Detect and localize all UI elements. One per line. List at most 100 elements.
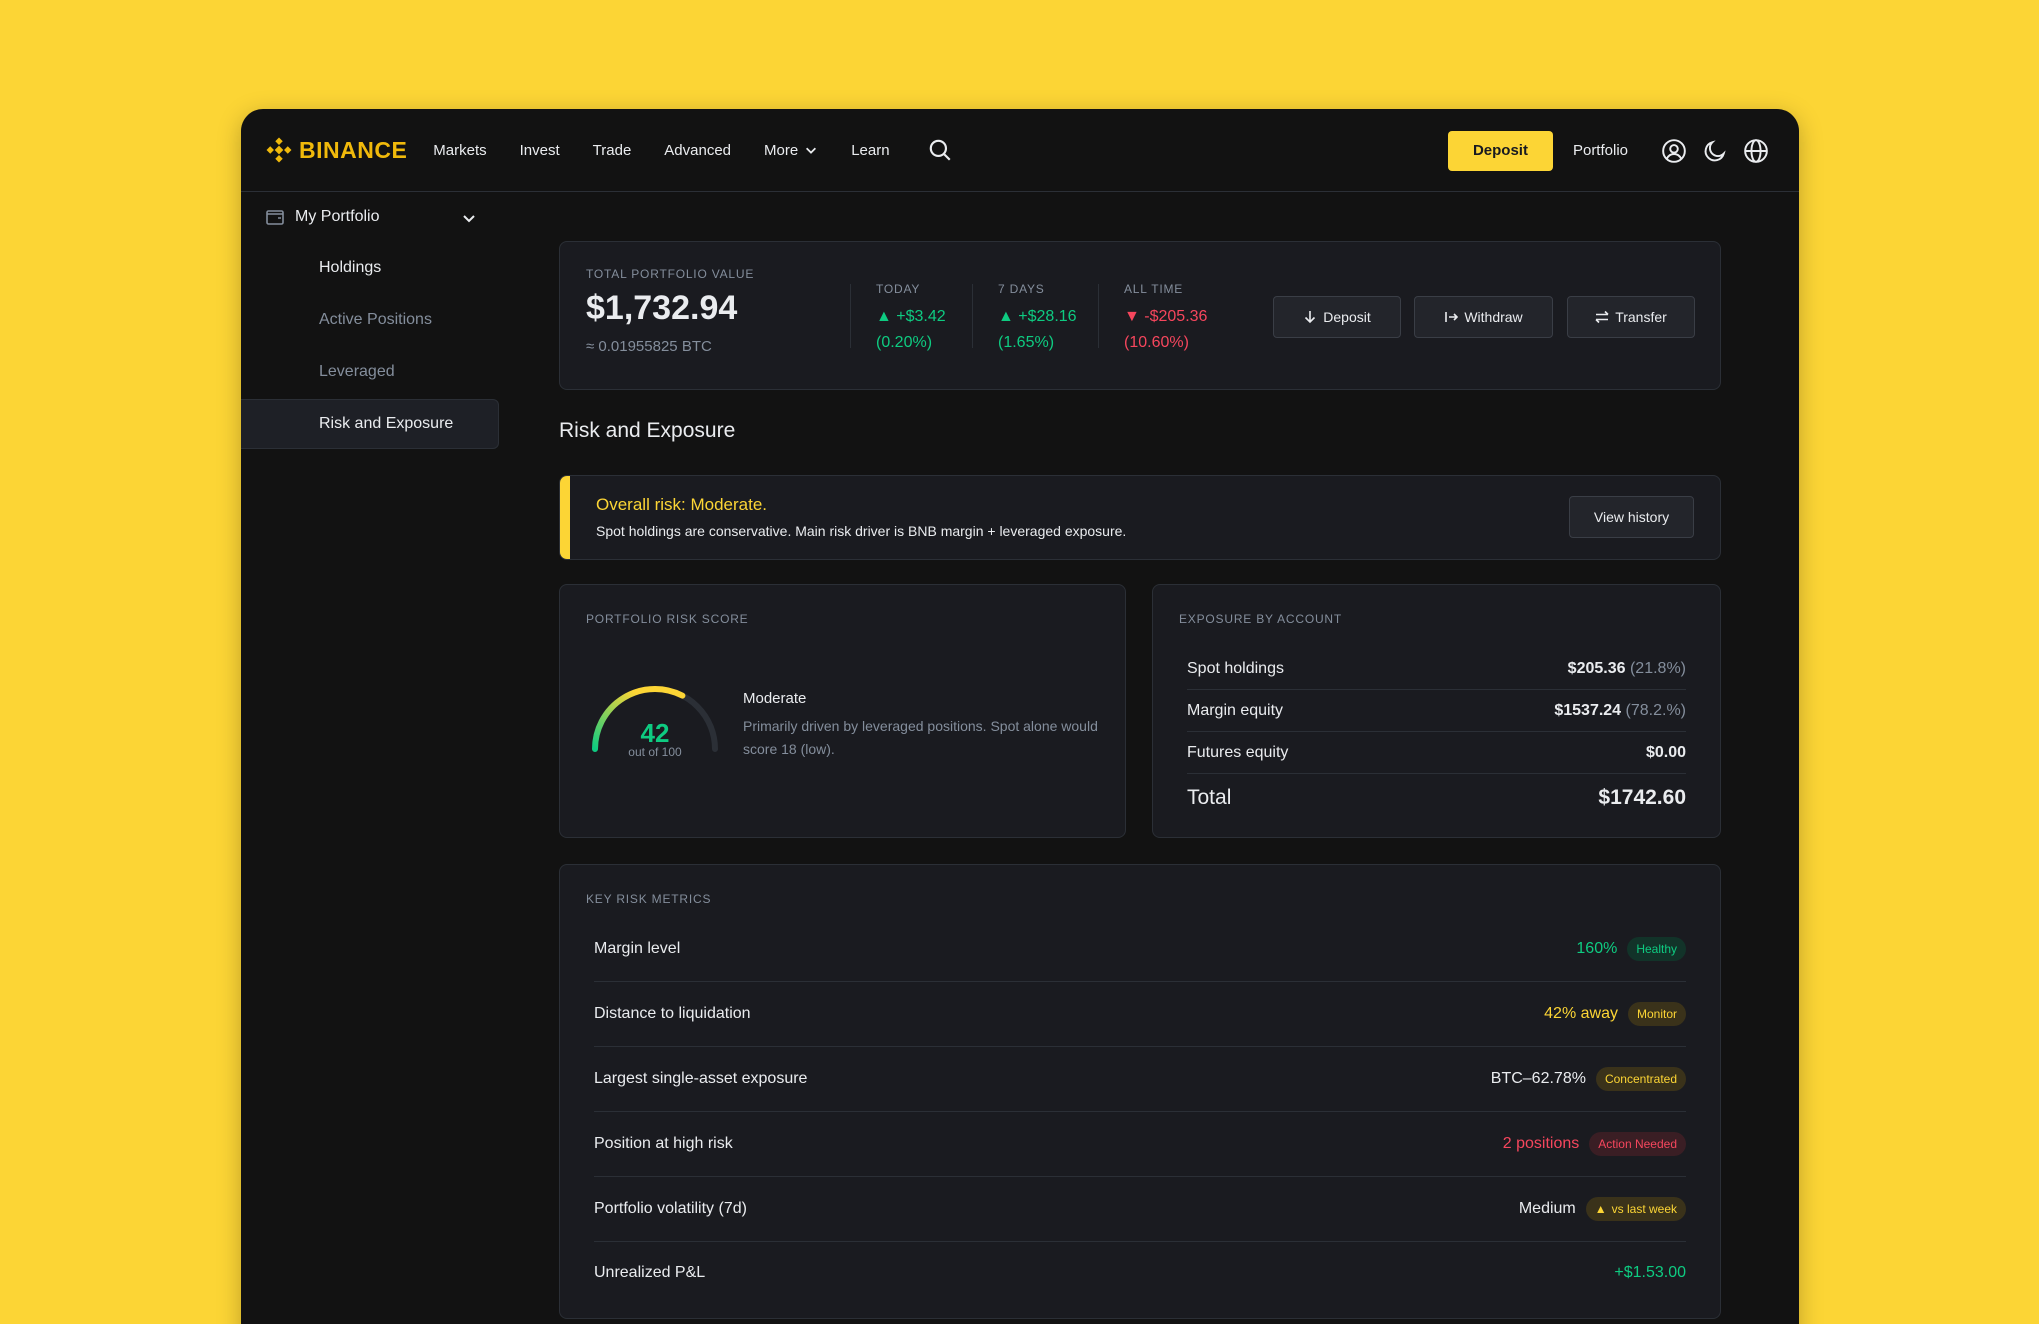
status-badge: Action Needed xyxy=(1589,1132,1686,1156)
app-window: BINANCE Markets Invest Trade Advanced Mo… xyxy=(241,109,1799,1324)
sidebar: My Portfolio Holdings Active Positions L… xyxy=(241,193,499,1324)
risk-level: Moderate xyxy=(743,690,807,707)
metric-value-group: BTC–62.78% Concentrated xyxy=(1491,1067,1686,1091)
stat-label: All Time xyxy=(1124,282,1184,296)
globe-icon[interactable] xyxy=(1743,138,1769,164)
risk-score-value: 42 xyxy=(640,718,670,748)
divider xyxy=(1098,284,1099,348)
risk-score-max: out of 100 xyxy=(628,745,682,759)
nav-learn[interactable]: Learn xyxy=(851,141,890,159)
withdraw-label: Withdraw xyxy=(1464,309,1523,325)
metric-name: Margin level xyxy=(594,940,681,957)
my-portfolio-toggle[interactable]: My Portfolio xyxy=(241,193,499,241)
metric-row: Portfolio volatility (7d) Medium ▲ vs la… xyxy=(594,1177,1686,1242)
my-portfolio-label: My Portfolio xyxy=(295,208,380,225)
metric-row: Margin level 160% Healthy xyxy=(594,917,1686,982)
nav-portfolio[interactable]: Portfolio xyxy=(1572,142,1628,159)
binance-logo-icon xyxy=(266,137,292,163)
stat-pct: (1.65%) xyxy=(998,334,1055,351)
nav-more-label: More xyxy=(764,141,799,159)
deposit-action-label: Deposit xyxy=(1323,309,1371,325)
nav-markets[interactable]: Markets xyxy=(433,141,487,159)
wallet-icon xyxy=(266,210,284,225)
status-badge: Monitor xyxy=(1627,1002,1686,1026)
metrics-label: Key Risk Metrics xyxy=(586,892,712,906)
total-value-block: Total Portfolio Value $1,732.94 ≈ 0.0195… xyxy=(586,267,754,355)
exposure-value: $205.36 xyxy=(1567,659,1626,677)
stat-value: ▲ +$28.16 (1.65%) xyxy=(998,308,1077,351)
metric-name: Largest single-asset exposure xyxy=(594,1070,808,1087)
stat-value: ▲ +$3.42 (0.20%) xyxy=(876,308,946,351)
exposure-row: Futures equity $0.00 xyxy=(1187,732,1686,774)
status-badge: ▲ vs last week xyxy=(1585,1197,1686,1221)
exposure-total-row: Total $1742.60 xyxy=(1187,777,1686,819)
nav-links: Markets Invest Trade Advanced More Learn xyxy=(433,137,952,163)
divider xyxy=(972,284,973,348)
logo-text: BINANCE xyxy=(299,136,408,163)
total-value-label: Total Portfolio Value xyxy=(586,267,755,281)
deposit-button[interactable]: Deposit xyxy=(1447,130,1553,171)
exposure-pct: (78.2.%) xyxy=(1625,701,1686,719)
metric-value-group: +$1.53.00 xyxy=(1614,1264,1686,1282)
risk-score-card: Portfolio Risk Score 42 out of 100 Moder… xyxy=(559,584,1126,838)
risk-description: Primarily driven by leveraged positions.… xyxy=(743,718,1098,757)
total-value: $1,732.94 xyxy=(586,289,738,327)
sidebar-item-holdings[interactable]: Holdings xyxy=(319,259,382,276)
divider xyxy=(850,284,851,348)
stat-today: Today ▲ +$3.42 (0.20%) xyxy=(876,282,946,356)
exposure-row: Margin equity $1537.24 (78.2.%) xyxy=(1187,690,1686,732)
stat-amount: -$205.36 xyxy=(1144,308,1208,325)
total-value-btc: ≈ 0.01955825 BTC xyxy=(586,338,712,355)
badge-label: vs last week xyxy=(1611,1202,1677,1216)
status-badge: Healthy xyxy=(1627,937,1686,961)
metric-row: Unrealized P&L +$1.53.00 xyxy=(594,1240,1686,1305)
page-title: Risk and Exposure xyxy=(559,419,736,442)
search-icon[interactable] xyxy=(927,137,953,163)
nav-more[interactable]: More xyxy=(764,142,818,159)
metric-row: Position at high risk 2 positions Action… xyxy=(594,1112,1686,1177)
triangle-up-icon: ▲ xyxy=(1594,1202,1607,1216)
sidebar-item-leveraged[interactable]: Leveraged xyxy=(319,363,395,380)
metric-value: Medium xyxy=(1518,1200,1576,1217)
exposure-value: $1537.24 xyxy=(1554,701,1622,719)
stat-label: Today xyxy=(876,282,921,296)
top-nav: BINANCE Markets Invest Trade Advanced Mo… xyxy=(241,109,1799,192)
stat-amount: +$28.16 xyxy=(1018,308,1077,325)
exposure-label: Exposure by Account xyxy=(1179,612,1343,626)
nav-trade[interactable]: Trade xyxy=(592,141,632,159)
sidebar-item-risk-and-exposure[interactable]: Risk and Exposure xyxy=(241,399,499,449)
transfer-button[interactable]: Transfer xyxy=(1567,296,1695,338)
view-history-button[interactable]: View history xyxy=(1569,496,1694,538)
stat-value: ▼ -$205.36 (10.60%) xyxy=(1124,308,1208,351)
user-icon[interactable] xyxy=(1661,138,1687,164)
alert-accent-bar xyxy=(560,476,570,559)
metric-value-group: 42% away Monitor xyxy=(1544,1002,1686,1026)
exposure-value: $0.00 xyxy=(1645,743,1686,761)
nav-invest[interactable]: Invest xyxy=(519,141,560,159)
metric-name: Distance to liquidation xyxy=(594,1005,751,1022)
metric-row: Distance to liquidation 42% away Monitor xyxy=(594,982,1686,1047)
deposit-action-button[interactable]: Deposit xyxy=(1273,296,1401,338)
metric-value: 42% away xyxy=(1544,1005,1618,1022)
arrow-down-icon xyxy=(1305,311,1316,324)
risk-gauge xyxy=(592,686,718,752)
logo[interactable]: BINANCE xyxy=(265,136,407,164)
exposure-name: Spot holdings xyxy=(1187,659,1284,677)
stat-label: 7 Days xyxy=(998,282,1045,296)
risk-alert: Overall risk: Moderate. Spot holdings ar… xyxy=(559,475,1721,560)
exposure-pct: (21.8%) xyxy=(1629,659,1686,677)
moon-icon[interactable] xyxy=(1702,138,1728,164)
transfer-label: Transfer xyxy=(1615,309,1667,325)
exposure-name: Margin equity xyxy=(1187,701,1284,719)
withdraw-button[interactable]: Withdraw xyxy=(1414,296,1553,338)
transfer-icon xyxy=(1595,310,1609,324)
sidebar-item-active-positions[interactable]: Active Positions xyxy=(319,311,432,328)
metric-name: Position at high risk xyxy=(594,1135,733,1152)
nav-advanced[interactable]: Advanced xyxy=(664,141,732,159)
alert-text: Spot holdings are conservative. Main ris… xyxy=(596,523,1127,539)
metric-value: +$1.53.00 xyxy=(1614,1263,1686,1281)
exposure-name: Futures equity xyxy=(1187,743,1289,761)
portfolio-summary: Total Portfolio Value $1,732.94 ≈ 0.0195… xyxy=(559,241,1721,390)
key-risk-metrics: Key Risk Metrics Margin level 160% Healt… xyxy=(559,864,1721,1319)
chevron-down-icon xyxy=(806,147,817,154)
